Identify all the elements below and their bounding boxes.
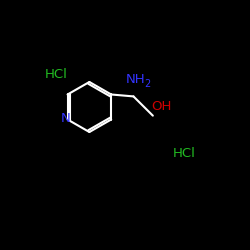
Text: 2: 2: [144, 79, 150, 89]
Text: HCl: HCl: [173, 147, 196, 160]
Text: HCl: HCl: [45, 68, 68, 81]
Text: NH: NH: [126, 72, 145, 86]
Text: N: N: [60, 112, 70, 125]
Text: OH: OH: [151, 100, 171, 112]
